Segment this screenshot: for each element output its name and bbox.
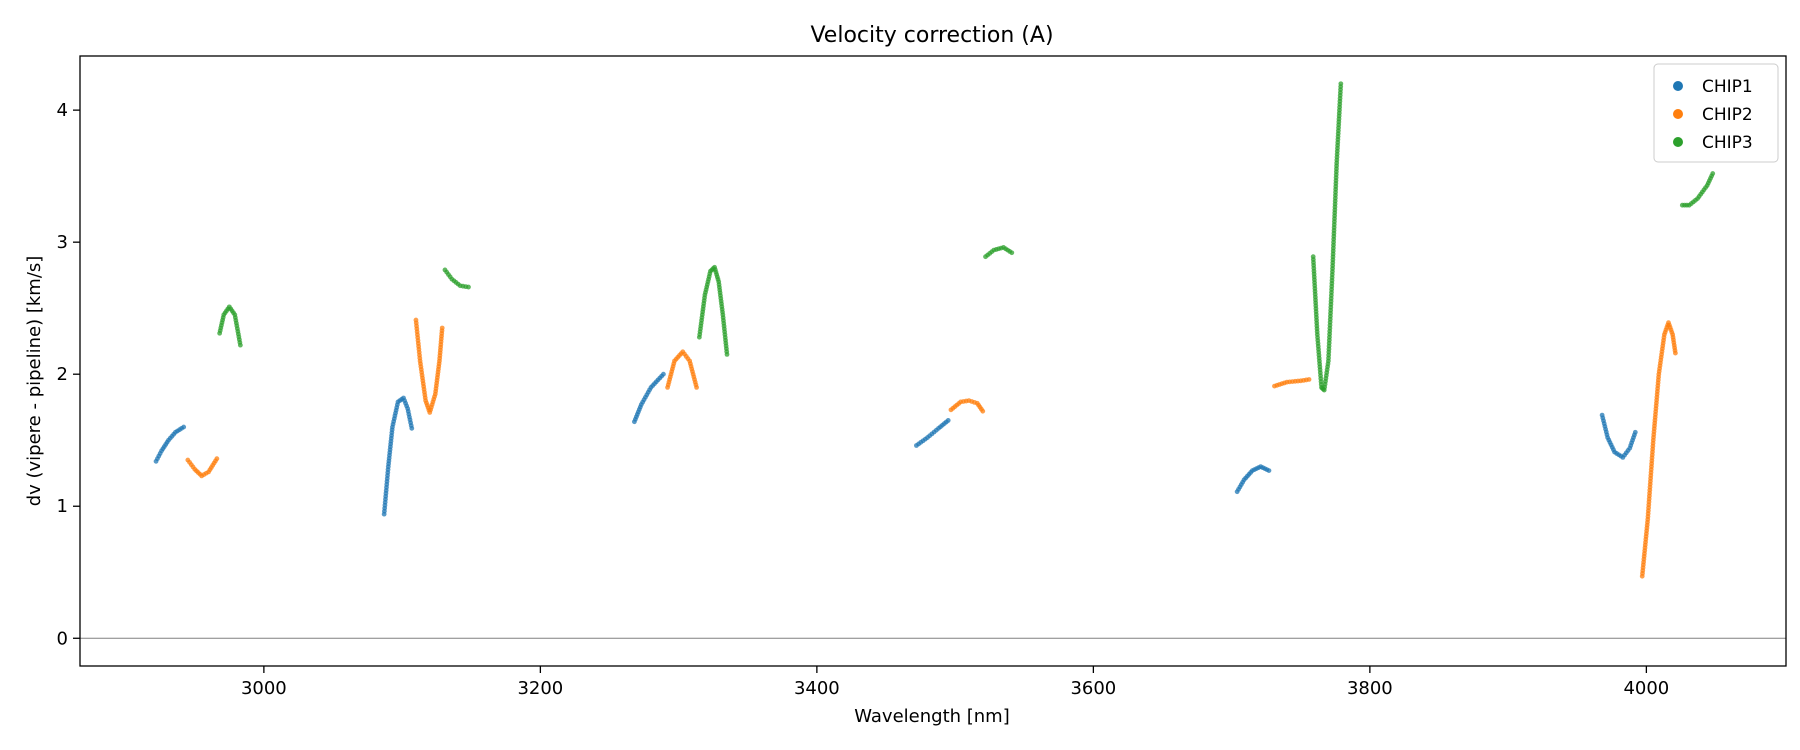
legend: CHIP1 CHIP2 CHIP3 xyxy=(1653,63,1779,163)
data-point xyxy=(661,371,666,377)
x-tick-label: 3600 xyxy=(1070,678,1116,699)
series-chip2 xyxy=(185,317,1678,579)
legend-marker-chip1 xyxy=(1673,81,1683,91)
data-point xyxy=(1266,468,1272,473)
legend-label-chip2: CHIP2 xyxy=(1702,105,1753,125)
data-point xyxy=(1710,171,1716,176)
legend-marker-chip3 xyxy=(1673,137,1683,147)
x-tick-label: 3800 xyxy=(1347,678,1393,699)
legend-marker-chip2 xyxy=(1673,109,1683,119)
y-axis-label: dv (vipere - pipeline) [km/s] xyxy=(24,256,45,507)
chart-title: Velocity correction (A) xyxy=(810,23,1053,48)
y-tick-label: 2 xyxy=(57,364,68,385)
legend-box xyxy=(1653,63,1779,163)
series-chip3 xyxy=(217,81,1716,393)
legend-label-chip3: CHIP3 xyxy=(1702,133,1753,153)
data-point xyxy=(214,456,220,462)
y-tick-label: 3 xyxy=(57,232,68,253)
data-point xyxy=(945,418,951,423)
data-point xyxy=(1338,81,1344,87)
plot-area: 3000 3200 3400 3600 3800 4000 0 1 2 3 4 xyxy=(57,55,1787,699)
x-tick-label: 3000 xyxy=(241,678,287,699)
x-tick-label: 4000 xyxy=(1623,678,1669,699)
data-point xyxy=(724,352,730,357)
data-point xyxy=(694,385,699,390)
x-tick-label: 3200 xyxy=(517,678,563,699)
data-point xyxy=(1632,429,1638,435)
data-point xyxy=(237,342,243,348)
data-point xyxy=(1306,377,1312,382)
y-tick-label: 0 xyxy=(57,628,68,649)
y-tick-label: 1 xyxy=(57,496,68,517)
legend-label-chip1: CHIP1 xyxy=(1702,77,1753,97)
data-point xyxy=(409,425,415,431)
data-point xyxy=(1673,350,1678,356)
y-tick-label: 4 xyxy=(57,100,68,121)
data-point xyxy=(439,325,445,331)
x-axis-label: Wavelength [nm] xyxy=(854,706,1010,727)
data-point xyxy=(1009,250,1015,256)
data-point xyxy=(466,284,471,290)
x-tick-label: 3400 xyxy=(794,678,840,699)
axes-frame xyxy=(79,55,1787,667)
series-chip1 xyxy=(153,371,1638,517)
data-point xyxy=(181,424,187,430)
data-point xyxy=(980,408,986,414)
